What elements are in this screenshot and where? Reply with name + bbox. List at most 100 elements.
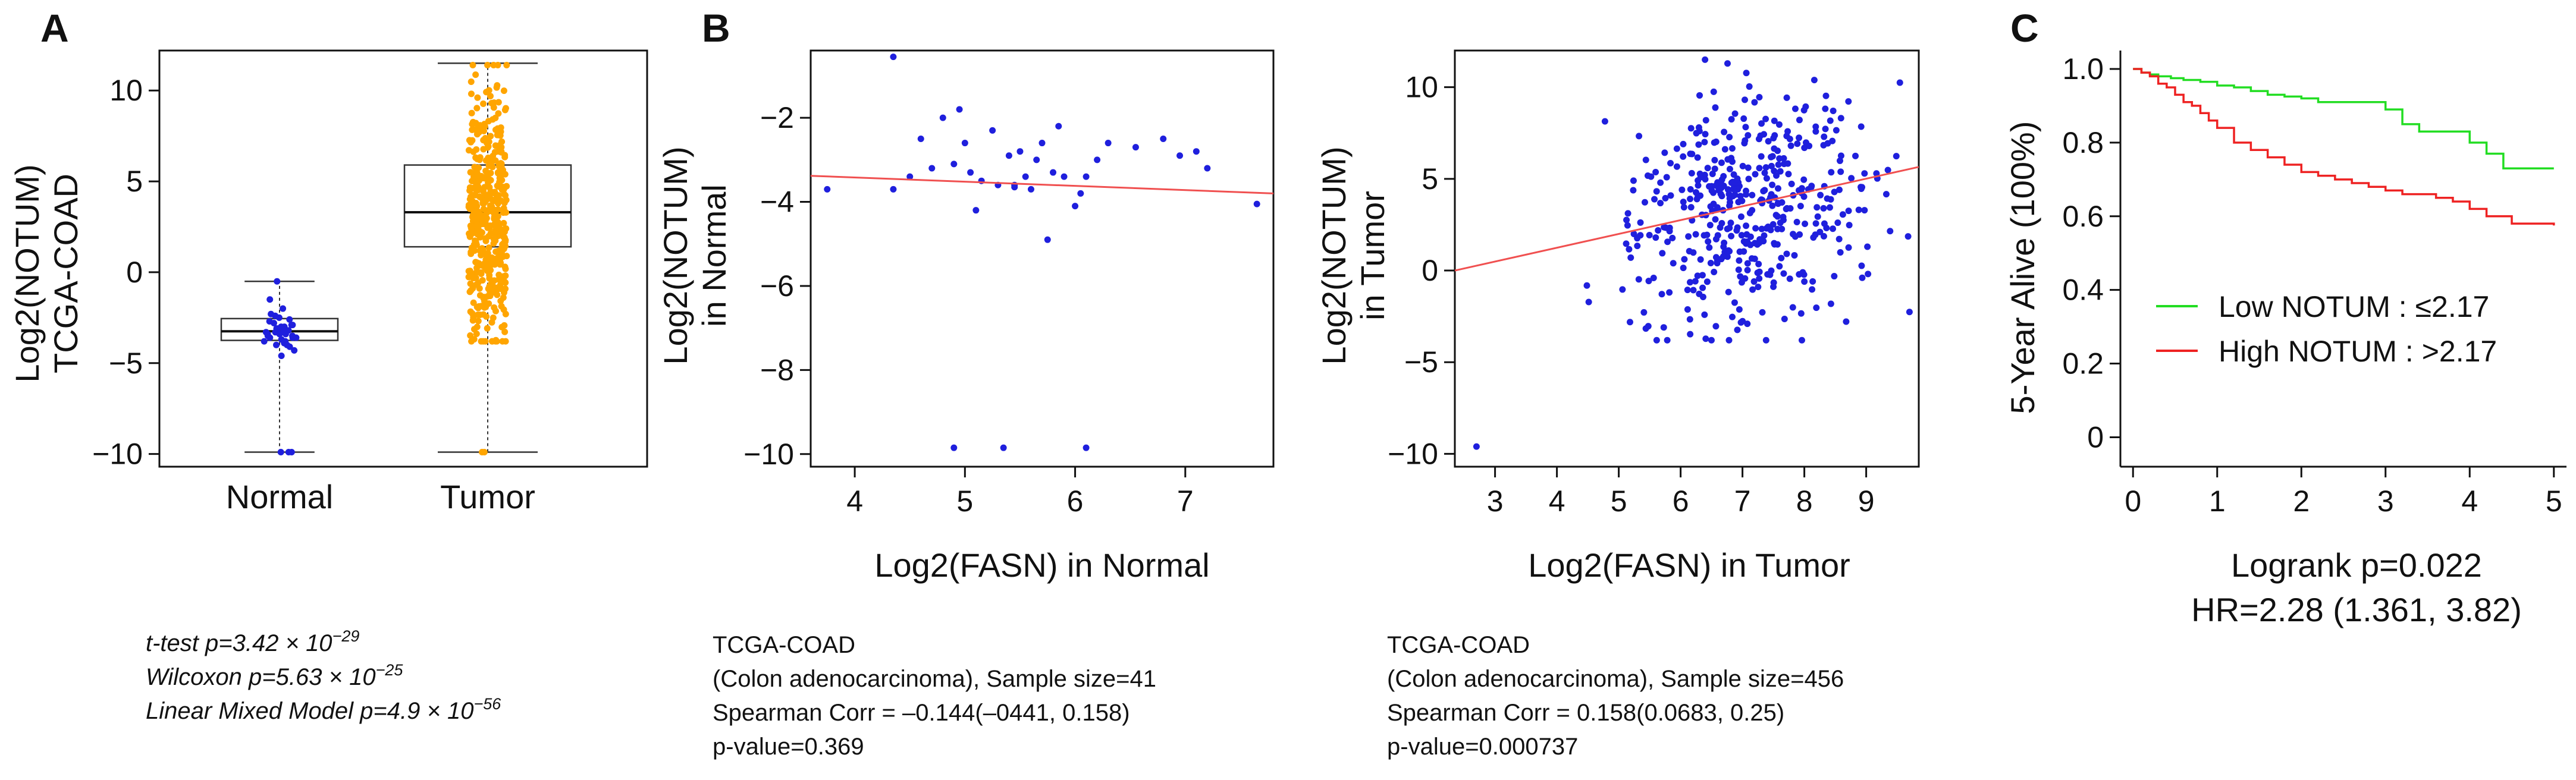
b2-point — [1684, 306, 1691, 313]
b2-point — [1820, 205, 1827, 212]
tumor-point — [467, 280, 474, 287]
b2-point — [1741, 140, 1748, 147]
b2-point — [1749, 286, 1756, 293]
b2-point — [1755, 284, 1762, 291]
b2-point — [1687, 186, 1694, 193]
b2-point — [1846, 222, 1853, 229]
b2-point — [1777, 168, 1784, 175]
b-ytick-label: −8 — [760, 353, 794, 386]
b2-point — [1630, 187, 1637, 194]
tumor-point — [473, 259, 481, 266]
panel-b-letter: B — [702, 6, 730, 50]
b2-point — [1747, 233, 1754, 240]
b-xtick-label: 7 — [1177, 485, 1194, 518]
b-point — [989, 127, 996, 134]
b2-point — [1696, 170, 1703, 177]
b2-point — [1774, 225, 1781, 232]
b2-point — [1667, 159, 1674, 166]
b2-point — [1707, 259, 1714, 266]
b2-point — [1731, 299, 1738, 306]
b2-xtick-label: 4 — [1549, 485, 1565, 518]
b2-point — [1858, 123, 1865, 130]
b-ytick-label: −10 — [743, 438, 794, 471]
tumor-point — [467, 139, 475, 146]
panel-a-points — [261, 61, 510, 456]
b2-ytick-label: 0 — [1422, 254, 1438, 287]
panel-c-hazard-ratio: HR=2.28 (1.361, 3.82) — [2191, 591, 2522, 628]
b2-point — [1645, 278, 1652, 285]
b2-point — [1721, 128, 1728, 136]
b2-xtick-label: 3 — [1487, 485, 1504, 518]
tumor-point — [500, 306, 507, 313]
b2-point — [1703, 231, 1711, 238]
tumor-point — [467, 78, 475, 85]
normal-point — [270, 320, 277, 327]
tumor-point — [480, 127, 487, 134]
b2-point — [1740, 238, 1747, 245]
b2-point — [1778, 254, 1785, 262]
panel-b-plot-frame — [809, 49, 1275, 468]
b2-point — [1669, 234, 1676, 241]
tumor-point — [469, 126, 476, 133]
tumor-point — [501, 328, 509, 335]
b2-point — [1743, 70, 1750, 77]
b2-point — [1667, 192, 1674, 199]
b2-point — [1835, 186, 1843, 193]
b2-point — [1796, 134, 1803, 141]
b2-point — [1710, 88, 1717, 95]
normal-point — [288, 449, 295, 456]
panel-b2-caption-line-2: (Colon adenocarcinoma), Sample size=456 — [1387, 666, 1844, 692]
b2-point — [1781, 315, 1788, 322]
b2-point — [1797, 203, 1804, 210]
b2-point — [1808, 184, 1815, 191]
b2-point — [1687, 196, 1694, 203]
b-point — [1022, 173, 1029, 180]
b2-point — [1768, 153, 1775, 161]
panel-a-boxes — [220, 62, 572, 453]
b2-point — [1666, 228, 1673, 235]
tumor-point — [482, 167, 490, 174]
b2-point — [1657, 200, 1664, 207]
b2-point — [1831, 188, 1838, 196]
a-ytick-label: −5 — [109, 347, 143, 380]
b2-point — [1797, 310, 1805, 317]
b2-xtick-label: 6 — [1673, 485, 1689, 518]
b2-point — [1786, 275, 1793, 282]
b2-point — [1830, 225, 1837, 232]
b2-point — [1861, 170, 1868, 177]
b2-point — [1736, 257, 1743, 264]
b2-point — [1708, 336, 1715, 344]
b-point — [950, 444, 958, 451]
tumor-point — [473, 265, 481, 272]
b2-point — [1726, 202, 1733, 209]
tumor-point — [482, 237, 490, 244]
b2-point — [1762, 115, 1769, 122]
b2-point — [1711, 165, 1718, 172]
b2-point — [1651, 196, 1658, 203]
b2-point — [1724, 60, 1731, 67]
tumor-point — [485, 176, 492, 183]
b2-point — [1686, 247, 1693, 254]
b2-point — [1680, 153, 1687, 160]
b-point — [917, 135, 924, 142]
b2-point — [1702, 56, 1709, 63]
panel-a-letter: A — [40, 6, 69, 50]
tumor-point — [497, 261, 504, 268]
b2-point — [1663, 174, 1670, 181]
tumor-point — [465, 147, 472, 154]
b2-point — [1787, 205, 1794, 212]
b-point — [1176, 152, 1184, 159]
tumor-point — [475, 183, 482, 190]
panel-b-caption-line-1: TCGA-COAD — [713, 632, 855, 658]
a-ytick-label: 5 — [126, 165, 143, 198]
tumor-point — [478, 270, 485, 277]
b2-point — [1623, 240, 1630, 247]
b2-point — [1759, 309, 1766, 316]
b-point — [1027, 185, 1034, 193]
b2-point — [1711, 268, 1718, 275]
b2-point — [1687, 125, 1695, 132]
b2-point — [1773, 172, 1780, 179]
tumor-point — [476, 122, 484, 129]
b-point — [1083, 173, 1090, 180]
b2-point — [1837, 115, 1844, 122]
